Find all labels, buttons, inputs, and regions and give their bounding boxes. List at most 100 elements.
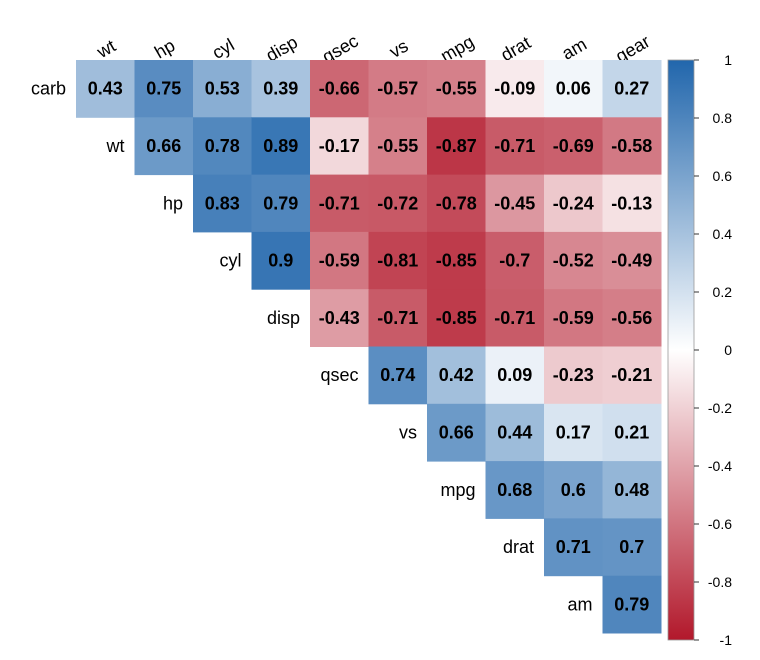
column-label: cyl <box>209 35 238 63</box>
cell-value-label: -0.56 <box>611 308 652 328</box>
row-label: carb <box>31 79 66 99</box>
row-label: mpg <box>440 480 475 500</box>
heatmap-cell <box>310 60 369 118</box>
cell-value-label: -0.85 <box>436 308 477 328</box>
cell-value-label: 0.43 <box>88 79 123 99</box>
cell-value-label: -0.85 <box>436 251 477 271</box>
cell-value-label: 0.7 <box>619 537 644 557</box>
cell-value-label: -0.78 <box>436 193 477 213</box>
heatmap-cell <box>427 403 486 462</box>
row-label: cyl <box>220 251 242 271</box>
heatmap-cell <box>427 231 486 290</box>
heatmap-cell <box>427 174 486 233</box>
cell-value-label: -0.49 <box>611 251 652 271</box>
row-labels: carb wt hp cyl disp qsec vs mpg drat am <box>31 79 593 615</box>
cell-value-label: 0.74 <box>380 365 415 385</box>
cell-value-label: 0.66 <box>146 136 181 156</box>
cell-value-label: 0.78 <box>205 136 240 156</box>
cell-value-label: 0.66 <box>439 422 474 442</box>
heatmap-cell <box>310 289 369 347</box>
heatmap-cell <box>368 60 428 118</box>
heatmap-cell <box>251 231 311 290</box>
heatmap-cell <box>368 117 428 176</box>
heatmap-cell <box>602 461 662 519</box>
cell-value-label: -0.87 <box>436 136 477 156</box>
heatmap-cell <box>485 117 545 176</box>
cell-value-label: -0.58 <box>611 136 652 156</box>
heatmap-cell <box>544 403 603 462</box>
heatmap-cell <box>602 60 662 118</box>
cell-value-label: -0.71 <box>377 308 418 328</box>
heatmap-cell <box>427 289 486 347</box>
cell-value-label: -0.24 <box>553 193 594 213</box>
cell-value-label: -0.71 <box>319 193 360 213</box>
color-legend: 1 0.8 0.6 0.4 0.2 0 -0.2 -0.4 -0.6 -0.8 -1 <box>667 52 733 648</box>
heatmap-cell <box>310 117 369 176</box>
cell-value-label: -0.17 <box>319 136 360 156</box>
column-label: vs <box>386 36 412 62</box>
column-label: hp <box>151 35 178 62</box>
legend-tick-label: -0.2 <box>708 400 732 416</box>
cell-value-label: -0.09 <box>494 79 535 99</box>
cell-value-label: 0.44 <box>497 422 532 442</box>
row-label: wt <box>106 136 125 156</box>
cell-value-label: -0.71 <box>494 308 535 328</box>
legend-tick-label: -0.6 <box>708 516 732 532</box>
heatmap-cell <box>544 289 603 347</box>
heatmap-cell <box>76 60 135 118</box>
heatmap-cell <box>251 174 311 233</box>
cell-value-label: 0.06 <box>556 79 591 99</box>
legend-color-bar <box>667 59 695 641</box>
heatmap-cell <box>544 60 603 118</box>
cell-value-label: 0.9 <box>268 251 293 271</box>
cell-value-label: -0.59 <box>319 251 360 271</box>
heatmap-cell <box>485 289 545 347</box>
cell-value-label: -0.72 <box>377 193 418 213</box>
cell-value-label: 0.42 <box>439 365 474 385</box>
cell-value-label: -0.23 <box>553 365 594 385</box>
heatmap-cell <box>427 60 486 118</box>
cell-value-label: 0.79 <box>263 193 298 213</box>
heatmap-cell <box>602 346 662 405</box>
cell-value-label: 0.71 <box>556 537 591 557</box>
heatmap-cell <box>544 346 603 405</box>
heatmap-cell <box>602 174 662 233</box>
heatmap-cells: 0.43 0.75 0.53 0.39 -0.66 -0.57 -0.55 -0.09 0.06… <box>76 60 662 634</box>
cell-value-label: 0.6 <box>561 480 586 500</box>
heatmap-cell <box>544 461 603 519</box>
cell-value-label: -0.55 <box>377 136 418 156</box>
legend-tick-label: 1 <box>724 52 732 68</box>
heatmap-cell <box>251 60 311 118</box>
heatmap-cell <box>602 231 662 290</box>
cell-value-label: -0.66 <box>319 79 360 99</box>
cell-value-label: -0.45 <box>494 193 535 213</box>
row-label: hp <box>163 193 183 213</box>
cell-value-label: -0.71 <box>494 136 535 156</box>
heatmap-cell <box>427 346 486 405</box>
row-label: disp <box>267 308 300 328</box>
heatmap-cell <box>485 174 545 233</box>
heatmap-cell <box>485 461 545 519</box>
heatmap-cell <box>368 231 428 290</box>
cell-value-label: -0.21 <box>611 365 652 385</box>
cell-value-label: -0.13 <box>611 193 652 213</box>
heatmap-cell <box>485 231 545 290</box>
cell-value-label: 0.27 <box>614 79 649 99</box>
cell-value-label: 0.75 <box>146 79 181 99</box>
heatmap-cell <box>134 60 194 118</box>
cell-value-label: -0.57 <box>377 79 418 99</box>
legend-tick-label: 0.2 <box>713 284 733 300</box>
heatmap-cell <box>310 231 369 290</box>
legend-tick-label: -0.4 <box>708 458 732 474</box>
legend-tick-label: 0 <box>724 342 732 358</box>
heatmap-cell <box>368 174 428 233</box>
heatmap-cell <box>134 117 194 176</box>
legend-tick-label: 0.8 <box>713 110 733 126</box>
cell-value-label: -0.43 <box>319 308 360 328</box>
column-label: wt <box>93 36 119 63</box>
cell-value-label: -0.59 <box>553 308 594 328</box>
legend-tick-label: -1 <box>720 632 733 648</box>
heatmap-cell <box>544 117 603 176</box>
heatmap-cell <box>193 60 252 118</box>
heatmap-cell <box>368 289 428 347</box>
